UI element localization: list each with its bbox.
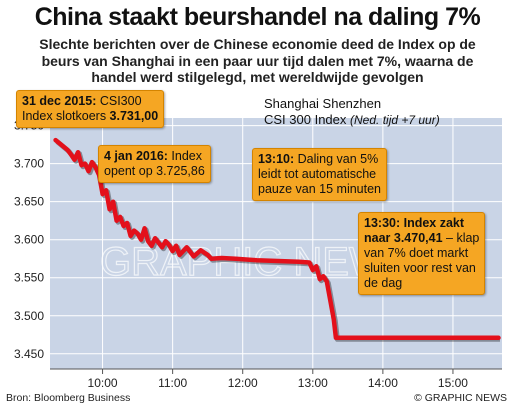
callout-text: Index (167, 149, 202, 163)
callout-line: Index slotkoers 3.731,00 (22, 109, 158, 124)
callout-text: CSI300 (96, 94, 142, 108)
x-tick-label: 11:00 (158, 376, 187, 390)
y-tick-label: 3.450 (14, 347, 44, 361)
callout-bold: 13:10: (258, 152, 295, 166)
callout-text: Daling van 5% (294, 152, 379, 166)
callout-jan4: 4 jan 2016: Index opent op 3.725,86 (98, 145, 211, 183)
callout-line: naar 3.470,41 – klap (364, 231, 479, 246)
x-axis: 10:00 11:00 12:00 13:00 14:00 15:00 (88, 369, 468, 390)
callout-line: pauze van 15 minuten (258, 182, 382, 196)
callout-bold: 31 dec 2015: (22, 94, 97, 108)
callout-bold: naar 3.470,41 (364, 231, 443, 245)
x-tick-label: 10:00 (88, 376, 118, 390)
series-line (53, 137, 501, 341)
series-heading-name: CSI 300 Index (264, 112, 347, 127)
callout-line: opent op 3.725,86 (104, 164, 205, 178)
subtitle: Slechte berichten over de Chinese econom… (6, 36, 509, 86)
series-heading-line2: CSI 300 Index (Ned. tijd +7 uur) (264, 112, 440, 128)
y-tick-label: 3.500 (14, 309, 44, 323)
x-tick-label: 14:00 (368, 376, 398, 390)
time-note: (Ned. tijd +7 uur) (350, 113, 440, 127)
callout-line: leidt tot automatische (258, 167, 377, 181)
callout-bold: 13:30: Index zakt (364, 216, 465, 230)
y-tick-label: 3.600 (14, 233, 44, 247)
callout-line: de dag (364, 276, 403, 290)
y-tick-label: 3.700 (14, 157, 44, 171)
callout-line: 4 jan 2016: Index (104, 149, 205, 164)
source-note: Bron: Bloomberg Business (6, 392, 131, 404)
page-title: China staakt beurshandel na daling 7% (34, 3, 481, 31)
callout-line: 13:10: Daling van 5% (258, 152, 381, 167)
callout-line: van 7% doet markt (364, 246, 469, 260)
callout-line: 13:30: Index zakt (364, 216, 479, 231)
x-tick-label: 12:00 (228, 376, 258, 390)
callout-bold: 4 jan 2016: (104, 149, 168, 163)
x-tick-label: 15:00 (438, 376, 468, 390)
callout-line: sluiten voor rest van (364, 261, 476, 275)
subtitle-line: handel werd stilgelegd, met wereldwijde … (91, 69, 424, 85)
callout-dec31: 31 dec 2015: CSI300 Index slotkoers 3.73… (16, 90, 165, 128)
credit: © GRAPHIC NEWS (414, 392, 507, 404)
callout-line: 31 dec 2015: CSI300 (22, 94, 158, 109)
y-tick-label: 3.550 (14, 271, 44, 285)
callout-1310: 13:10: Daling van 5% leidt tot automatis… (252, 148, 388, 201)
callout-text: Index slotkoers (22, 109, 110, 123)
y-tick-label: 3.650 (14, 195, 44, 209)
callout-bold: 3.731,00 (109, 109, 159, 123)
subtitle-line: Slechte berichten over de Chinese econom… (39, 36, 476, 52)
callout-1330: 13:30: Index zakt naar 3.470,41 – klap v… (358, 212, 486, 295)
series-heading-line1: Shanghai Shenzhen (264, 96, 382, 111)
callout-text: – klap (442, 231, 480, 245)
subtitle-line: beurs van Shanghai in een paar uur tijd … (41, 52, 474, 69)
x-tick-label: 13:00 (298, 376, 328, 390)
series-heading: Shanghai Shenzhen CSI 300 Index (Ned. ti… (264, 96, 440, 128)
